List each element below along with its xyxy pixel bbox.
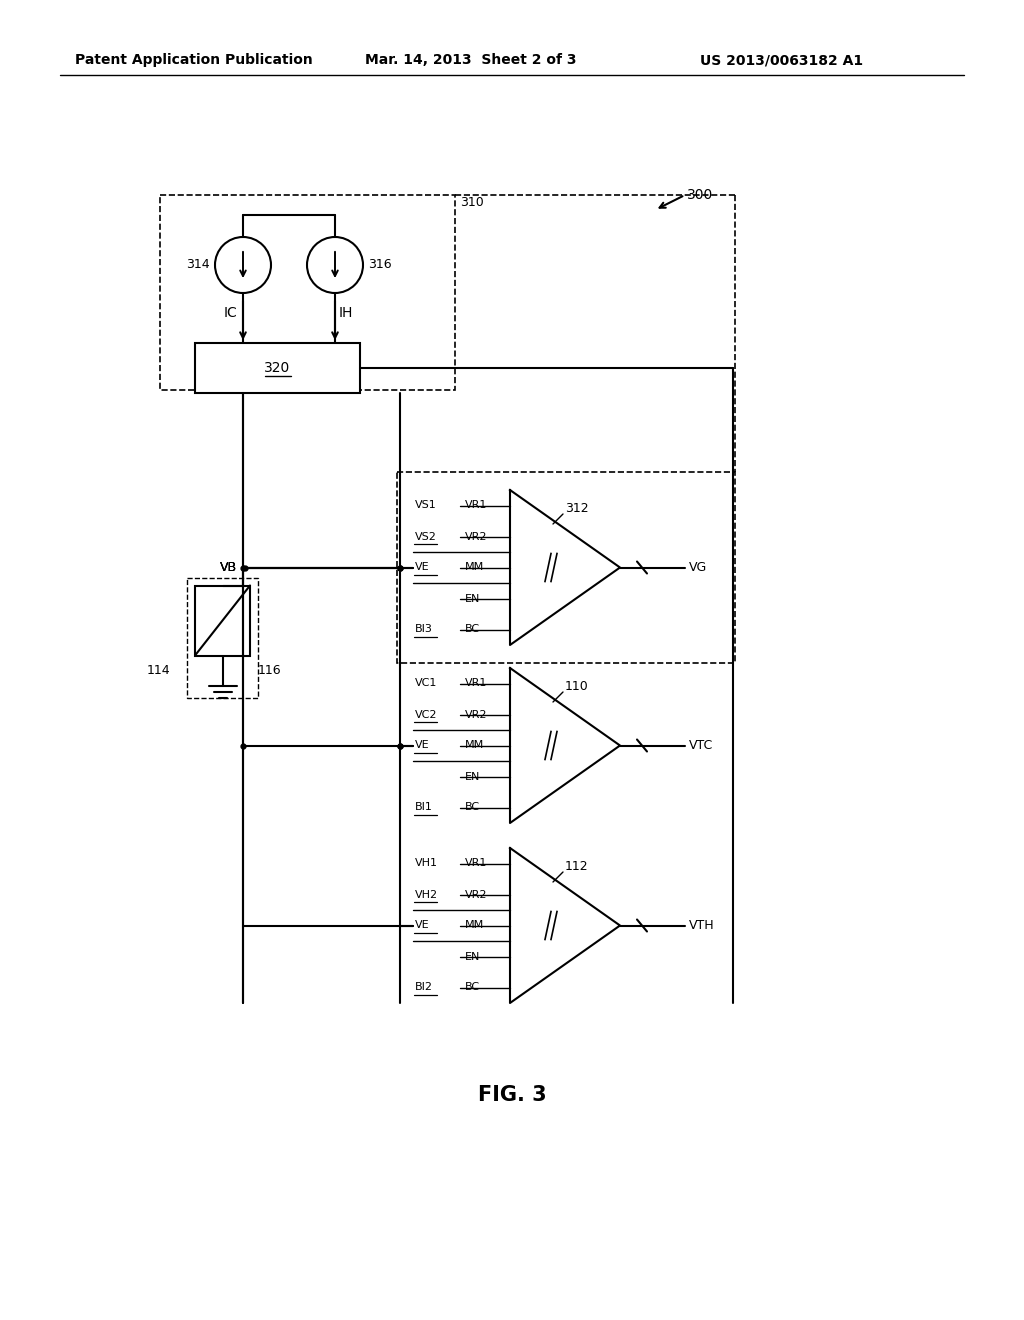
Text: 316: 316 (368, 259, 391, 272)
Text: VR2: VR2 (465, 710, 487, 719)
Text: 112: 112 (565, 861, 589, 873)
Text: Patent Application Publication: Patent Application Publication (75, 53, 312, 67)
Text: BC: BC (465, 982, 480, 993)
Text: 310: 310 (460, 197, 483, 210)
Text: BI2: BI2 (415, 982, 433, 993)
Text: VG: VG (689, 561, 708, 574)
Text: VH1: VH1 (415, 858, 438, 869)
Text: 314: 314 (186, 259, 210, 272)
Text: VH2: VH2 (415, 890, 438, 899)
Text: EN: EN (465, 771, 480, 781)
Text: VS1: VS1 (415, 500, 437, 511)
Text: 110: 110 (565, 680, 589, 693)
Bar (397, 473, 735, 663)
Text: BC: BC (465, 624, 480, 635)
Text: EN: EN (465, 952, 480, 961)
Text: 300: 300 (687, 187, 714, 202)
Text: BI1: BI1 (415, 803, 433, 813)
Text: VC1: VC1 (415, 678, 437, 689)
Text: 320: 320 (264, 360, 291, 375)
Text: MM: MM (465, 562, 484, 573)
Text: FIG. 3: FIG. 3 (477, 1085, 547, 1105)
Text: VE: VE (415, 920, 430, 931)
Text: IH: IH (339, 306, 353, 319)
Text: VTC: VTC (689, 739, 714, 752)
Text: MM: MM (465, 741, 484, 751)
Text: VR2: VR2 (465, 532, 487, 541)
Text: VE: VE (415, 562, 430, 573)
Bar (195, 343, 360, 393)
Text: BC: BC (465, 803, 480, 813)
Text: VR1: VR1 (465, 678, 487, 689)
Text: VR1: VR1 (465, 858, 487, 869)
Text: BI3: BI3 (415, 624, 433, 635)
Text: VS2: VS2 (415, 532, 437, 541)
Text: VTH: VTH (689, 919, 715, 932)
Text: VR1: VR1 (465, 500, 487, 511)
Text: MM: MM (465, 920, 484, 931)
Text: VB: VB (220, 561, 237, 574)
Text: US 2013/0063182 A1: US 2013/0063182 A1 (700, 53, 863, 67)
Text: VC2: VC2 (415, 710, 437, 719)
Text: VB: VB (220, 561, 237, 574)
Text: 312: 312 (565, 502, 589, 515)
Bar (195, 586, 250, 656)
Bar (187, 578, 258, 697)
Text: 114: 114 (146, 664, 170, 677)
Text: VE: VE (415, 741, 430, 751)
Text: EN: EN (465, 594, 480, 603)
Text: VB: VB (220, 561, 237, 574)
Text: IC: IC (223, 306, 237, 319)
Text: Mar. 14, 2013  Sheet 2 of 3: Mar. 14, 2013 Sheet 2 of 3 (365, 53, 577, 67)
Bar (160, 195, 455, 389)
Text: VR2: VR2 (465, 890, 487, 899)
Text: 116: 116 (258, 664, 282, 677)
